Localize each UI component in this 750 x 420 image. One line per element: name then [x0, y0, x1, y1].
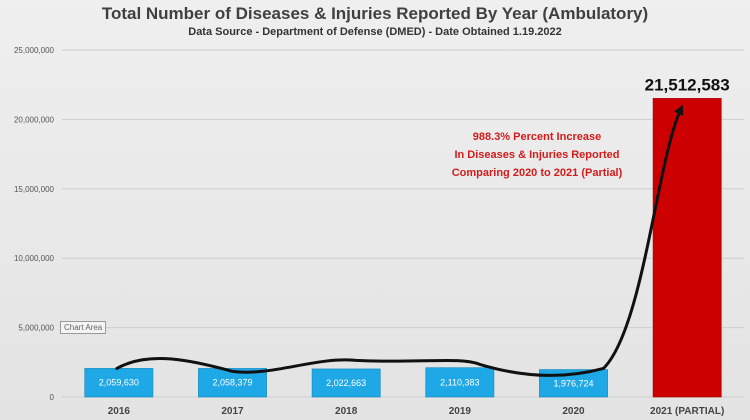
data-label: 2,058,379 — [212, 378, 252, 388]
y-tick-label: 20,000,000 — [14, 115, 55, 124]
data-labels: 2,059,630 2,058,379 2,022,663 2,110,383 1,97… — [99, 75, 730, 388]
y-tick-label: 25,000,000 — [14, 46, 55, 55]
annotation-line: 988.3% Percent Increase — [473, 131, 601, 143]
y-tick-label: 10,000,000 — [14, 254, 55, 263]
chart-title: Total Number of Diseases & Injuries Repo… — [101, 4, 649, 23]
x-tick-label: 2018 — [335, 406, 358, 417]
bar — [311, 368, 381, 398]
bar — [84, 368, 154, 398]
data-label: 2,022,663 — [326, 378, 366, 388]
trend-curve — [115, 104, 684, 377]
x-tick-label: 2021 (PARTIAL) — [650, 406, 724, 417]
x-tick-label: 2016 — [108, 406, 131, 417]
annotation-line: Comparing 2020 to 2021 (Partial) — [452, 167, 623, 179]
bar — [652, 98, 722, 398]
bars — [84, 98, 722, 398]
y-tick-label: 5,000,000 — [18, 324, 54, 333]
x-tick-label: 2020 — [562, 406, 585, 417]
x-tick-label: 2019 — [449, 406, 472, 417]
data-label: 1,976,724 — [553, 378, 593, 388]
data-label: 2,110,383 — [440, 377, 479, 387]
y-tick-label: 15,000,000 — [14, 185, 55, 194]
chart-subtitle: Data Source - Department of Defense (DME… — [188, 26, 562, 38]
x-axis-categories: 2016 2017 2018 2019 2020 2021 (PARTIAL) — [108, 406, 725, 417]
gridlines — [62, 49, 744, 398]
y-tick-label: 0 — [50, 393, 55, 402]
bar — [425, 367, 495, 398]
x-tick-label: 2017 — [221, 406, 244, 417]
annotation-line: In Diseases & Injuries Reported — [454, 149, 619, 161]
y-axis-ticks: 0 5,000,000 10,000,000 15,000,000 20,000,000… — [14, 46, 55, 402]
trend-curve-line — [115, 104, 684, 377]
chart-area-badge[interactable]: Chart Area — [60, 321, 107, 334]
annotation: 988.3% Percent Increase In Diseases & Inj… — [452, 131, 623, 179]
data-label: 21,512,583 — [645, 75, 730, 94]
data-label: 2,059,630 — [99, 378, 139, 388]
